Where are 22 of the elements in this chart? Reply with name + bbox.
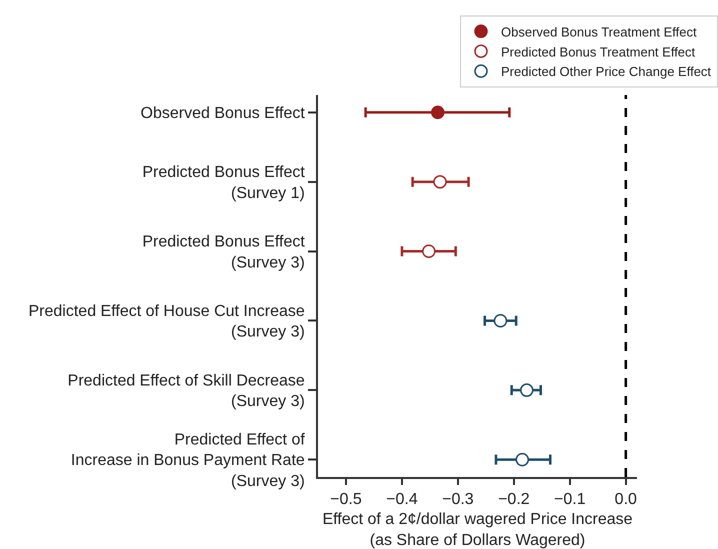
y-tick-label: Observed Bonus Effect [140,104,306,122]
y-tick-label: Predicted Bonus Effect (Survey 3) [142,233,306,272]
x-tick-label: −0.3 [442,491,474,508]
y-tick-label: Predicted Effect of Increase in Bonus Payment Rate (Survey 3) [70,431,306,490]
legend-label: Predicted Bonus Treatment Effect [501,44,696,60]
x-tick-label: 0.0 [614,491,638,508]
point [520,383,534,397]
y-tick-label: Predicted Effect of Skill Decrease (Survey 3) [68,372,305,410]
point [431,106,445,120]
x-tick-label: −0.2 [498,491,530,508]
y-tick-label: Predicted Bonus Effect (Survey 1) [142,164,306,202]
point [494,314,508,328]
x-tick-label: −0.4 [386,491,418,508]
x-axis-title: Effect of a 2¢/dollar wagered Price Increase (as Share of Dollars Wagered) [322,511,633,549]
legend-label: Predicted Other Price Change Effect [501,64,712,80]
point [422,244,436,258]
x-tick-label: −0.1 [554,491,586,508]
legend-label: Observed Bonus Treatment Effect [501,24,697,40]
point [433,175,447,189]
x-tick-label: −0.5 [330,491,362,508]
point [516,452,530,466]
y-tick-label: Predicted Effect of House Cut Increase (Survey 3) [28,302,305,341]
